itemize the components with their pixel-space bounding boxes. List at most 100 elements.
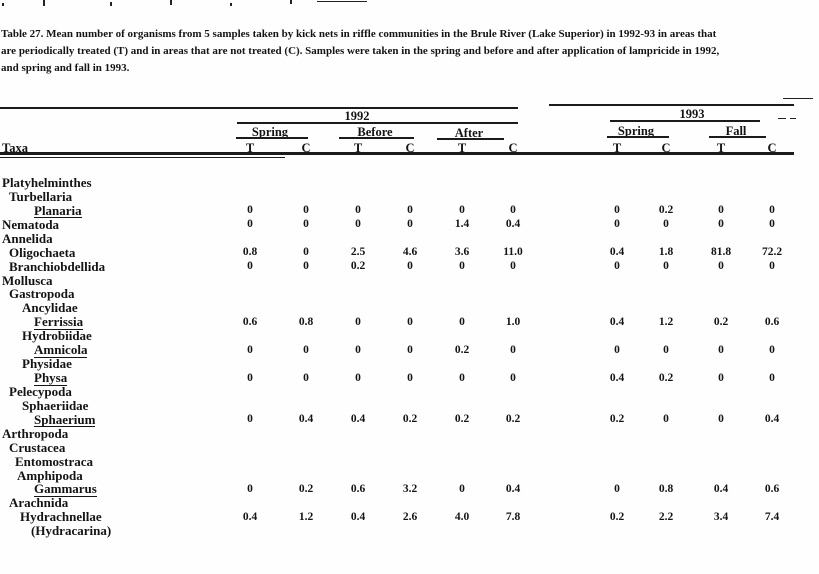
data-cell: 0 (407, 260, 413, 273)
data-cell: 4.6 (402, 246, 418, 259)
scan-artifact (2, 3, 4, 6)
data-cell: 0.4 (350, 413, 366, 426)
data-cell: 0 (510, 343, 516, 356)
data-cell: 0 (303, 343, 309, 356)
column-label-treated-2: T (353, 141, 363, 155)
season-after-1992: After (454, 126, 484, 140)
data-cell: 0.2 (713, 315, 729, 328)
data-cell: 0 (303, 204, 309, 217)
data-cell: 0 (510, 204, 516, 217)
data-cell: 0 (718, 371, 724, 384)
data-cell: 0 (247, 343, 253, 356)
data-cell: 0.6 (764, 315, 780, 328)
data-cell: 0 (769, 218, 775, 231)
scan-artifact (110, 2, 112, 6)
data-cell: 72.2 (761, 246, 783, 259)
data-cell: 0.8 (298, 315, 314, 328)
caption-line-1: Table 27. Mean number of organisms from … (1, 28, 717, 40)
table-caption: Table 27. Mean number of organisms from … (1, 26, 819, 77)
data-cell: 1.0 (505, 315, 521, 328)
data-cell: 0.4 (764, 413, 780, 426)
data-cell: 0 (407, 315, 413, 328)
data-cell: 0 (355, 371, 361, 384)
taxon-label: Planaria (34, 202, 82, 219)
column-label-treated-6: T (612, 141, 622, 155)
data-cell: 0.2 (609, 413, 625, 426)
data-cell: 0.4 (505, 218, 521, 231)
taxon-label: Amnicola (34, 342, 88, 358)
scan-artifact (43, 0, 45, 6)
data-cell: 0.8 (658, 482, 674, 495)
data-cell: 0 (663, 218, 669, 231)
data-cell: 1.2 (298, 510, 314, 523)
data-cell: 0 (407, 371, 413, 384)
data-cell: 0 (614, 218, 620, 231)
data-cell: 0.2 (454, 413, 470, 426)
data-cell: 0.2 (658, 204, 674, 217)
data-cell: 0 (769, 371, 775, 384)
data-cell: 0 (303, 371, 309, 384)
taxon-label: Sphaerium (34, 411, 96, 428)
data-cell: 0.2 (609, 510, 625, 523)
data-cell: 0.2 (402, 413, 418, 426)
data-cell: 0 (459, 315, 465, 328)
data-cell: 0.6 (242, 315, 258, 328)
data-cell: 0 (718, 413, 724, 426)
scan-artifact (783, 98, 813, 99)
data-cell: 0 (718, 343, 724, 356)
year-1992-label: 1992 (344, 109, 370, 123)
data-cell: 7.4 (764, 510, 780, 523)
data-cell: 0.8 (242, 246, 258, 259)
taxon-label: Arachnida (9, 495, 69, 511)
header-bottom-rule (0, 152, 794, 155)
data-cell: 0 (663, 413, 669, 426)
data-cell: 0 (718, 218, 724, 231)
data-cell: 1.2 (658, 315, 674, 328)
data-cell: 0 (355, 315, 361, 328)
data-cell: 2.5 (350, 246, 366, 259)
column-label-control-5: C (508, 141, 518, 155)
column-label-control-3: C (405, 141, 415, 155)
season-after-1992-underline (437, 138, 504, 140)
data-cell: 0 (510, 371, 516, 384)
taxon-label: Oligochaeta (9, 244, 76, 260)
data-cell: 0.2 (350, 260, 366, 273)
data-cell: 0 (718, 260, 724, 273)
data-cell: 0 (355, 218, 361, 231)
data-cell: 0.2 (505, 413, 521, 426)
season-before-1992-underline (339, 137, 414, 139)
column-label-treated-0: T (245, 141, 255, 155)
taxon-label: Mollusca (2, 272, 53, 288)
taxon-label: Turbellaria (9, 188, 73, 204)
data-cell: 0.2 (298, 482, 314, 495)
year-1993-label: 1993 (679, 107, 705, 121)
data-cell: 1.4 (454, 218, 470, 231)
season-spring-1993: Spring (617, 124, 655, 138)
season-fall-1993-underline (709, 136, 766, 138)
data-cell: 0.2 (454, 343, 470, 356)
data-cell: 4.0 (454, 510, 470, 523)
taxon-label: Branchiobdellida (9, 258, 106, 274)
data-cell: 0 (355, 204, 361, 217)
data-cell: 0 (769, 204, 775, 217)
taxon-label: Physidae (22, 356, 72, 372)
scan-artifact (790, 118, 796, 119)
data-cell: 0 (769, 260, 775, 273)
data-cell: 81.8 (710, 246, 732, 259)
data-cell: 0.4 (609, 315, 625, 328)
season-spring-1992-underline (236, 137, 308, 139)
season-before-1992: Before (357, 125, 393, 139)
top-rule-right (549, 104, 794, 106)
taxon-label: Amphipoda (17, 467, 83, 483)
scan-artifact (778, 118, 786, 119)
taxon-label: Gastropoda (9, 286, 75, 302)
top-rule-left (0, 107, 518, 109)
data-cell: 0 (510, 260, 516, 273)
taxon-label: (Hydracarina) (31, 523, 112, 539)
taxon-label: Ancylidae (22, 300, 78, 316)
taxon-label: Platyhelminthes (2, 175, 92, 190)
taxon-label: Pelecypoda (9, 383, 72, 399)
data-cell: 0 (407, 204, 413, 217)
data-cell: 0 (303, 218, 309, 231)
